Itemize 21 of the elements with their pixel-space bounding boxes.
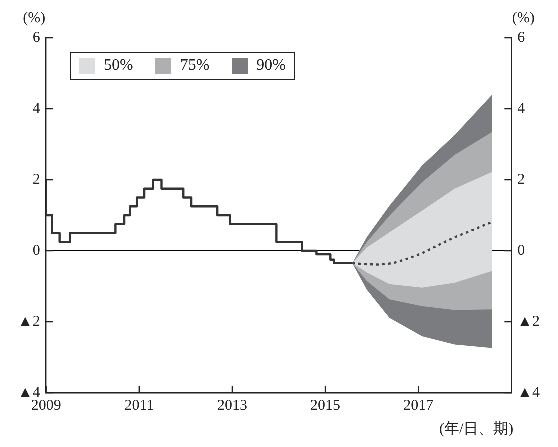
y-tick-label: ▲2 xyxy=(18,314,40,330)
x-tick-label: 2013 xyxy=(217,398,248,414)
y2-tick-label: ▲4 xyxy=(518,384,540,401)
y-axis-title: (%) xyxy=(23,10,46,26)
legend-label: 90% xyxy=(256,57,286,75)
y2-tick-label: ▲2 xyxy=(518,314,540,330)
y2-tick-label: 2 xyxy=(518,172,526,188)
x-tick-label: 2017 xyxy=(404,398,434,414)
legend-label: 75% xyxy=(180,57,210,75)
y-tick-label: 6 xyxy=(32,30,41,46)
legend-label: 50% xyxy=(104,57,134,75)
y-tick-label: 4 xyxy=(32,100,41,117)
x-tick-label: 2015 xyxy=(310,398,341,414)
y2-axis-title: (%) xyxy=(512,10,535,26)
x-axis-title: (年/日、期) xyxy=(439,420,514,438)
x-tick-label: 2011 xyxy=(124,398,154,414)
y-tick-label: 2 xyxy=(32,172,40,188)
y-tick-label: 0 xyxy=(32,242,40,259)
y2-tick-label: 0 xyxy=(518,242,526,259)
y2-tick-label: 4 xyxy=(518,100,526,117)
y2-tick-label: 6 xyxy=(518,30,526,46)
